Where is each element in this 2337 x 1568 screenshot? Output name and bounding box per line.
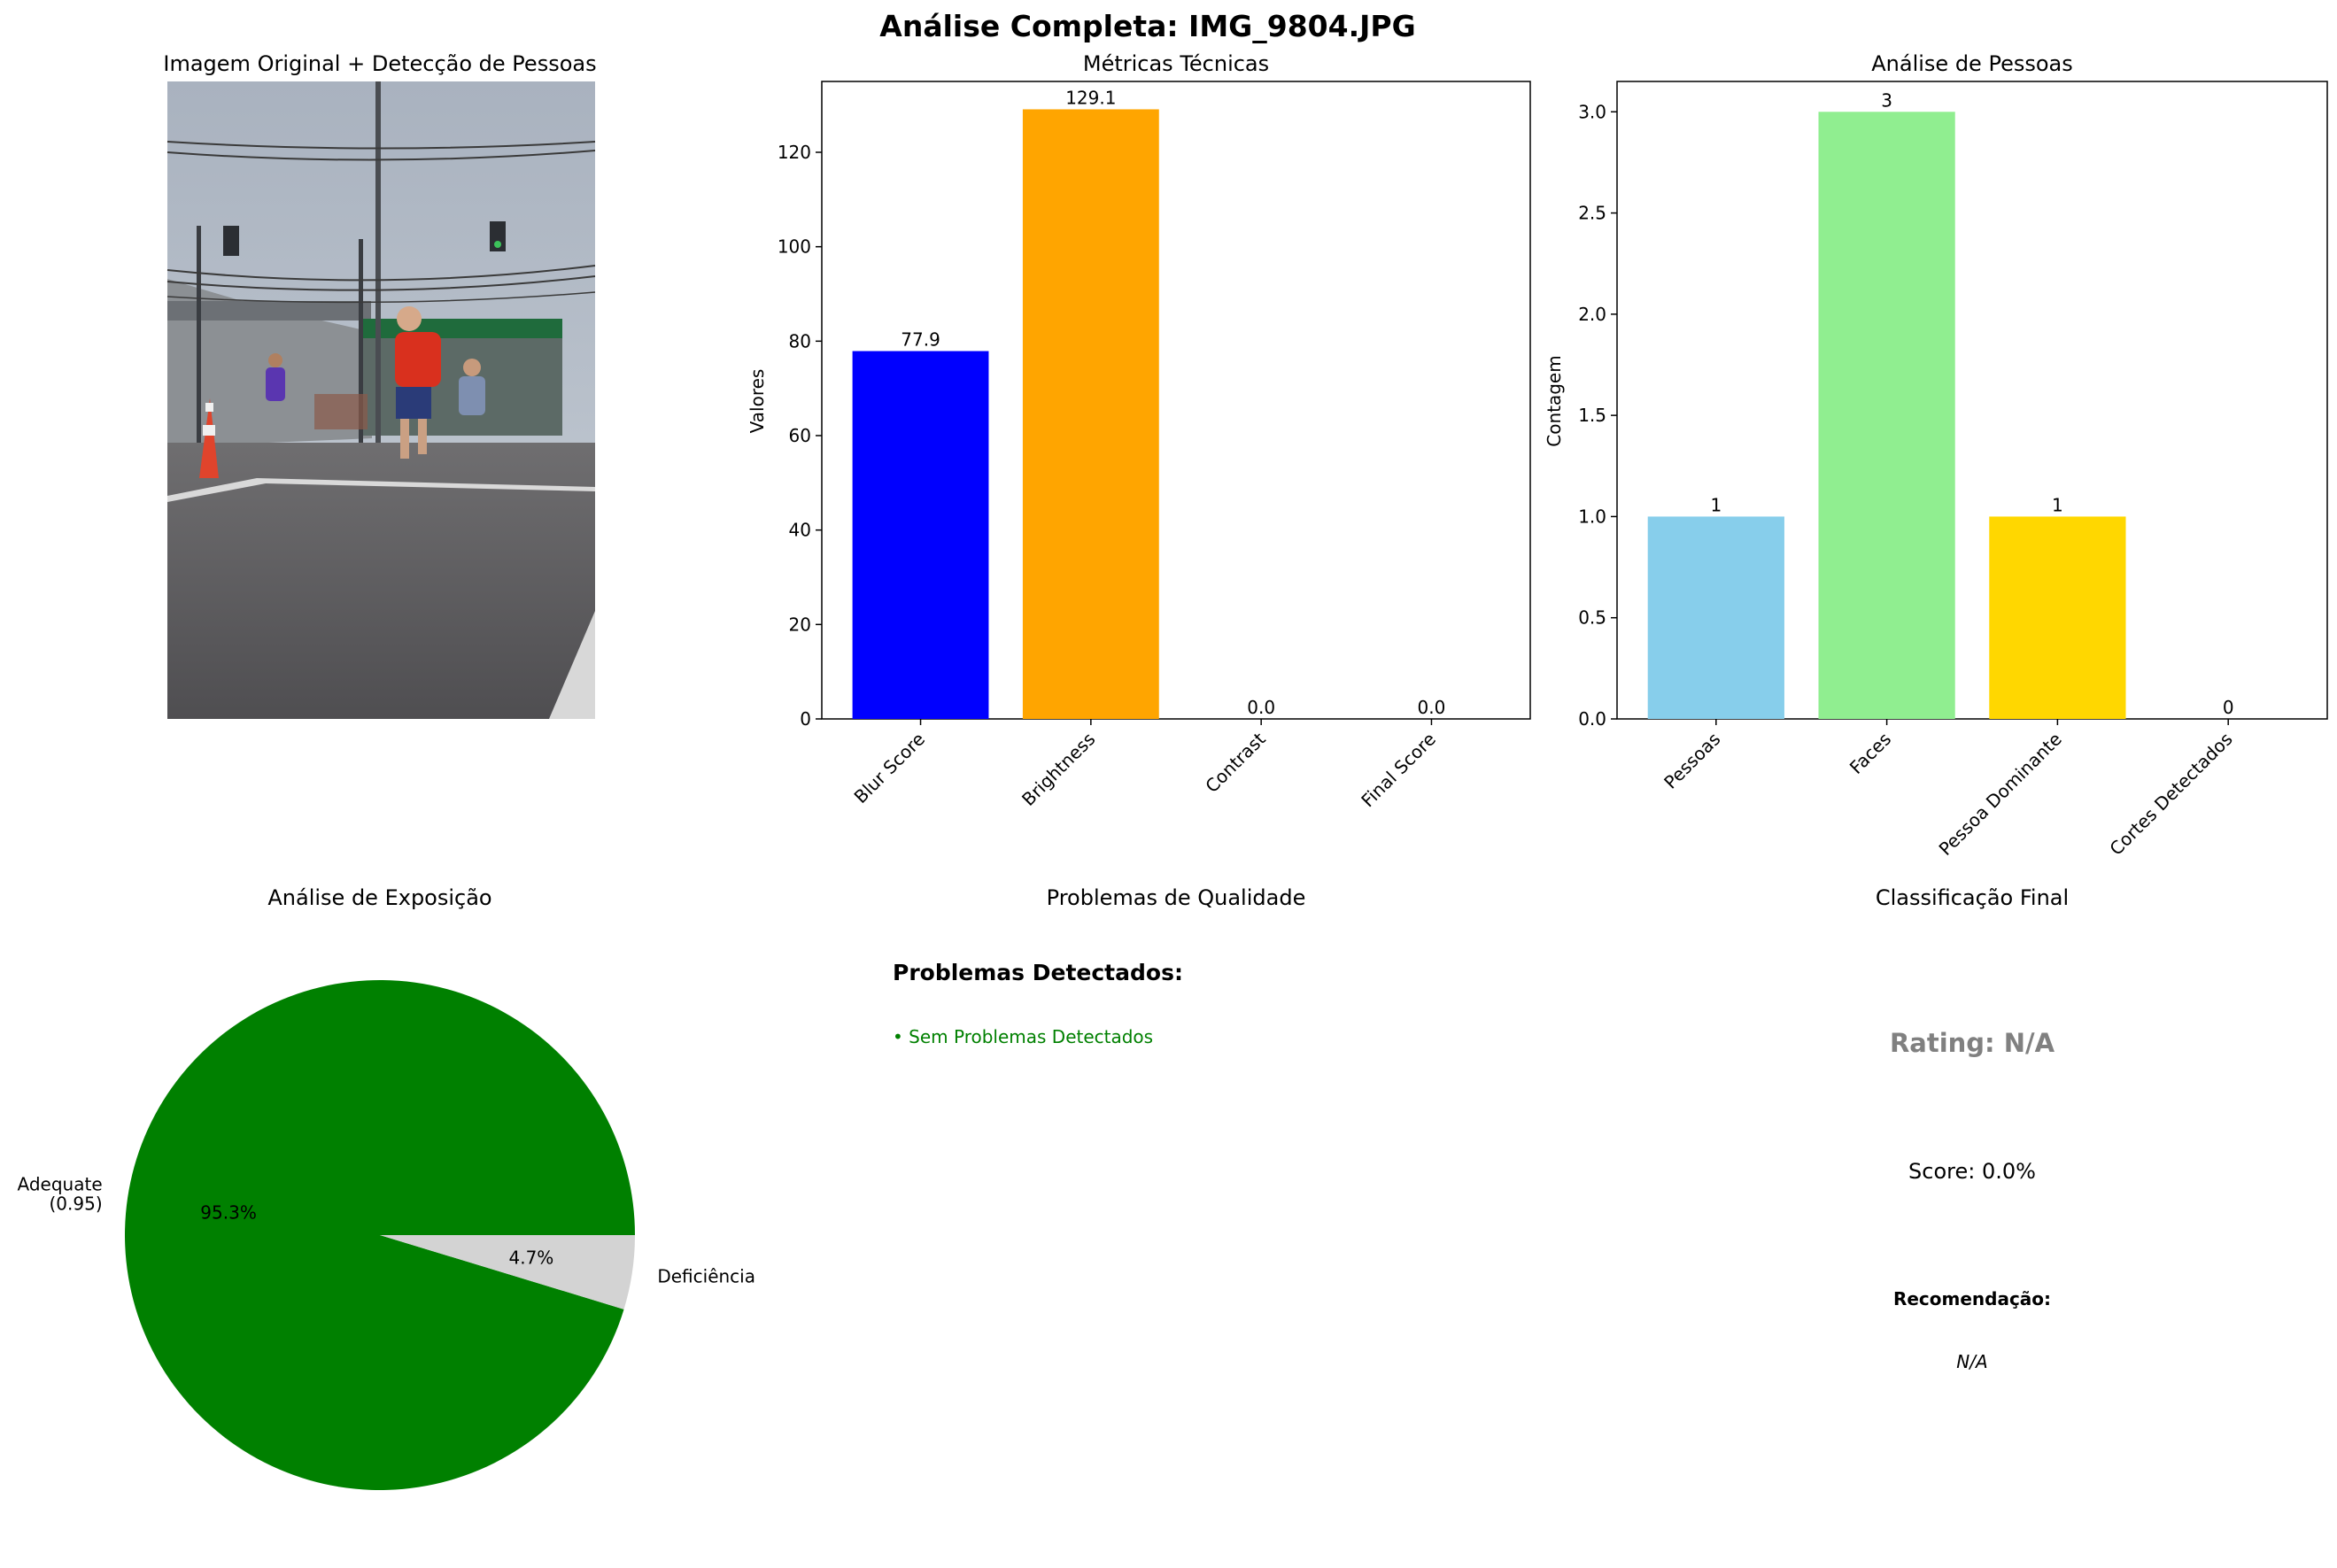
bar1-ytick-label: 20 bbox=[789, 614, 811, 635]
bar2-title: Análise de Pessoas bbox=[1871, 51, 2072, 76]
bar2-value-label: 3 bbox=[1881, 89, 1892, 111]
bar1-bar bbox=[852, 351, 989, 719]
bar1-ytick-label: 60 bbox=[789, 425, 811, 446]
quality-panel: Problemas de Qualidade Problemas Detecta… bbox=[893, 885, 1305, 1047]
bar1-title: Métricas Técnicas bbox=[1083, 51, 1269, 76]
pie-slice bbox=[124, 980, 635, 1491]
photo bbox=[166, 81, 596, 719]
classification-panel: Classificação Final Rating: N/A Score: 0… bbox=[1876, 885, 2069, 1372]
bar1-value-label: 77.9 bbox=[901, 329, 940, 351]
classification-panel-title: Classificação Final bbox=[1876, 885, 2069, 910]
bar2-bar bbox=[1647, 516, 1784, 719]
bar2-xtick-label: Cortes Detectados bbox=[2105, 729, 2236, 860]
bar1-value-label: 0.0 bbox=[1418, 697, 1446, 718]
bar1-bar bbox=[1022, 109, 1159, 719]
bar1-ytick-label: 0 bbox=[800, 708, 811, 730]
bar1-xtick-label: Brightness bbox=[1018, 729, 1099, 810]
bar1-value-label: 129.1 bbox=[1065, 87, 1116, 108]
bar2-ytick-label: 3.0 bbox=[1578, 101, 1606, 122]
quality-heading: Problemas Detectados: bbox=[893, 960, 1183, 985]
bar2-ytick-label: 1.5 bbox=[1578, 405, 1606, 426]
bar1-xtick-label: Blur Score bbox=[850, 729, 929, 807]
pie-slice bbox=[380, 1235, 635, 1309]
bar1-ytick-label: 100 bbox=[778, 236, 811, 258]
quality-item: • Sem Problemas Detectados bbox=[893, 1026, 1153, 1047]
bar2-ytick-label: 1.0 bbox=[1578, 506, 1606, 527]
recommendation-label: Recomendação: bbox=[1893, 1288, 2051, 1309]
bar2-xtick-label: Pessoa Dominante bbox=[1935, 729, 2066, 860]
figure-title: Análise Completa: IMG_9804.JPG bbox=[879, 9, 1415, 43]
bar2-value-label: 1 bbox=[2052, 494, 2063, 515]
bar1-value-label: 0.0 bbox=[1247, 697, 1275, 718]
pie-label: Deficiência bbox=[657, 1266, 755, 1287]
pie-pct-label: 95.3% bbox=[200, 1202, 257, 1224]
bar2-ytick-label: 2.5 bbox=[1578, 203, 1606, 224]
quality-panel-title: Problemas de Qualidade bbox=[1047, 885, 1306, 910]
bar1-ytick-label: 120 bbox=[778, 142, 811, 163]
bar1-xtick-label: Contrast bbox=[1201, 728, 1270, 797]
score-text: Score: 0.0% bbox=[1908, 1159, 2036, 1184]
bar2-ylabel: Contagem bbox=[1544, 355, 1565, 446]
bar2-ytick-label: 0.5 bbox=[1578, 607, 1606, 629]
bar1-ytick-label: 40 bbox=[789, 520, 811, 541]
recommendation-value: N/A bbox=[1956, 1351, 1987, 1372]
bar2-ytick-label: 2.0 bbox=[1578, 304, 1606, 325]
analise-pessoas-chart: Análise de Pessoas Contagem 0.0 0.5 1.0 1.5… bbox=[1544, 51, 2328, 860]
bar2-xtick-label: Pessoas bbox=[1660, 729, 1724, 793]
bar1-ytick-label: 80 bbox=[789, 330, 811, 351]
bar2-value-label: 1 bbox=[1710, 494, 1722, 515]
bar2-axes-frame bbox=[1616, 81, 2328, 720]
metricas-tecnicas-chart: Métricas Técnicas Valores 0 20 40 60 80 100 12… bbox=[747, 51, 1531, 812]
bar1-xtick-label: Final Score bbox=[1357, 729, 1440, 812]
bar1-axes-frame bbox=[821, 81, 1531, 720]
pie-title: Análise de Exposição bbox=[267, 885, 491, 910]
bar2-bar bbox=[1818, 112, 1955, 720]
image-panel: Imagem Original + Detecção de Pessoas bbox=[163, 51, 597, 719]
image-panel-title: Imagem Original + Detecção de Pessoas bbox=[163, 51, 596, 76]
rating-text: Rating: N/A bbox=[1890, 1028, 2055, 1058]
analise-exposicao-chart: Análise de Exposição 95.3% Adequate (0.95)… bbox=[18, 885, 755, 1491]
bar2-ytick-label: 0.0 bbox=[1578, 708, 1606, 730]
bar1-ylabel: Valores bbox=[747, 369, 768, 434]
bar2-bar bbox=[1989, 516, 2126, 719]
bar2-xtick-label: Faces bbox=[1846, 729, 1895, 778]
pie-label: Adequate (0.95) bbox=[18, 1173, 103, 1214]
bar2-value-label: 0 bbox=[2223, 697, 2234, 718]
pie-pct-label: 4.7% bbox=[509, 1247, 554, 1268]
